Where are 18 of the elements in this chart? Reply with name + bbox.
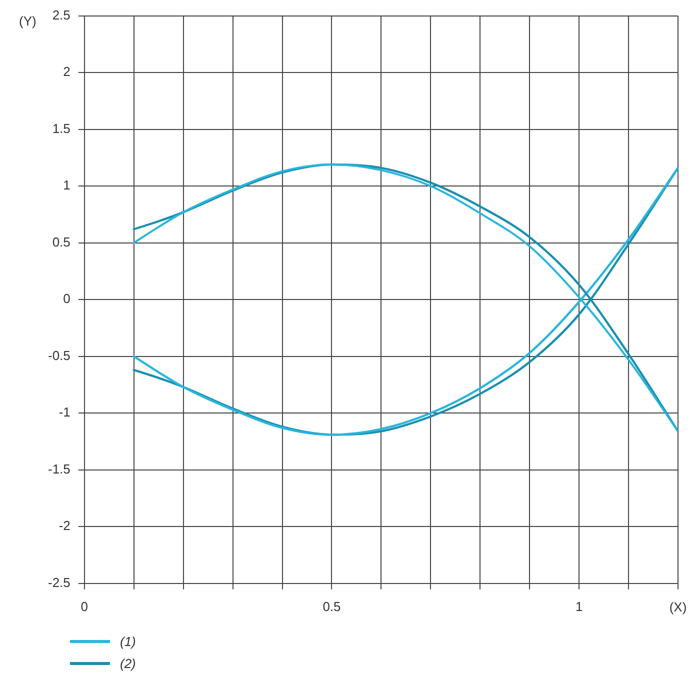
y-tick-label: 0.5 [52, 234, 70, 250]
legend-label: (1) [120, 634, 136, 648]
y-tick-label: 1 [63, 178, 70, 193]
y-tick-label: 2.5 [52, 7, 70, 22]
y-tick-label: 1.5 [52, 120, 70, 136]
x-axis-title: (X) [669, 599, 687, 614]
y-tick-label: 2 [63, 64, 70, 80]
y-axis-title: (Y) [19, 13, 36, 28]
x-tick-label: 0.5 [322, 598, 341, 614]
y-tick-label: 0 [63, 291, 70, 306]
y-tick-label: -2 [58, 518, 70, 534]
y-tick-label: -1.5 [48, 461, 70, 476]
x-tick-label: 1 [575, 598, 583, 614]
x-tick-label: 0 [80, 598, 88, 614]
legend-label: (2) [120, 656, 136, 670]
y-tick-label: -0.5 [48, 348, 70, 363]
y-tick-label: -2.5 [48, 574, 70, 590]
y-tick-label: -1 [58, 404, 70, 420]
